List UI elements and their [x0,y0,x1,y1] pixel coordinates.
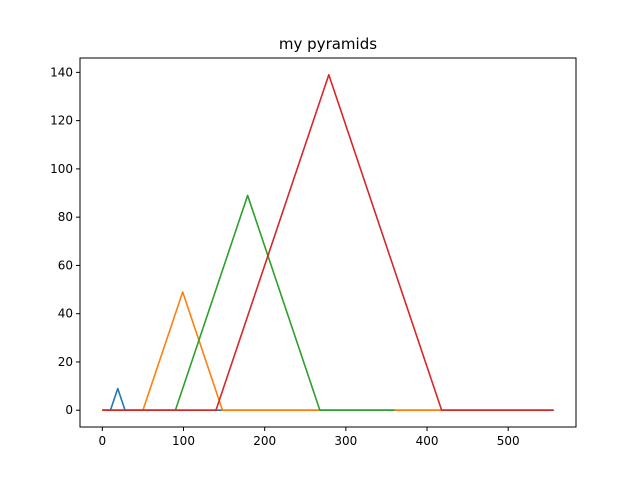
axes-frame [79,57,577,428]
chart-title: my pyramids [279,35,377,53]
x-tick-label: 200 [253,434,276,448]
x-tick-label: 400 [416,434,439,448]
y-tick-label: 80 [58,210,73,224]
x-axis: 0 100 200 300 400 500 [99,427,520,448]
y-tick-label: 20 [58,355,73,369]
plot-area: 0 100 200 300 400 500 0 20 40 60 80 100 120 140 [50,57,577,448]
x-tick-label: 500 [497,434,520,448]
y-axis: 0 20 40 60 80 100 120 140 [50,65,80,417]
y-tick-label: 40 [58,307,73,321]
y-tick-label: 120 [50,114,73,128]
y-tick-label: 140 [50,65,73,79]
x-tick-label: 100 [172,434,195,448]
series-line-4 [102,73,554,412]
y-tick-label: 60 [58,258,73,272]
y-tick-label: 100 [50,162,73,176]
y-tick-label: 0 [65,403,73,417]
x-tick-label: 300 [334,434,357,448]
series-group [102,73,554,412]
x-tick-label: 0 [99,434,107,448]
